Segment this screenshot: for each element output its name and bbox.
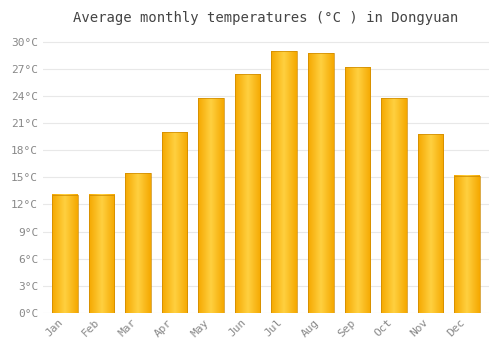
Bar bbox=[344, 68, 370, 313]
Bar bbox=[381, 98, 406, 313]
Bar bbox=[52, 195, 78, 313]
Title: Average monthly temperatures (°C ) in Dongyuan: Average monthly temperatures (°C ) in Do… bbox=[74, 11, 458, 25]
Bar bbox=[198, 98, 224, 313]
Bar bbox=[125, 173, 151, 313]
Bar bbox=[308, 53, 334, 313]
Bar bbox=[235, 74, 260, 313]
Bar bbox=[454, 176, 480, 313]
Bar bbox=[162, 132, 188, 313]
Bar bbox=[272, 51, 297, 313]
Bar bbox=[88, 195, 114, 313]
Bar bbox=[418, 134, 443, 313]
